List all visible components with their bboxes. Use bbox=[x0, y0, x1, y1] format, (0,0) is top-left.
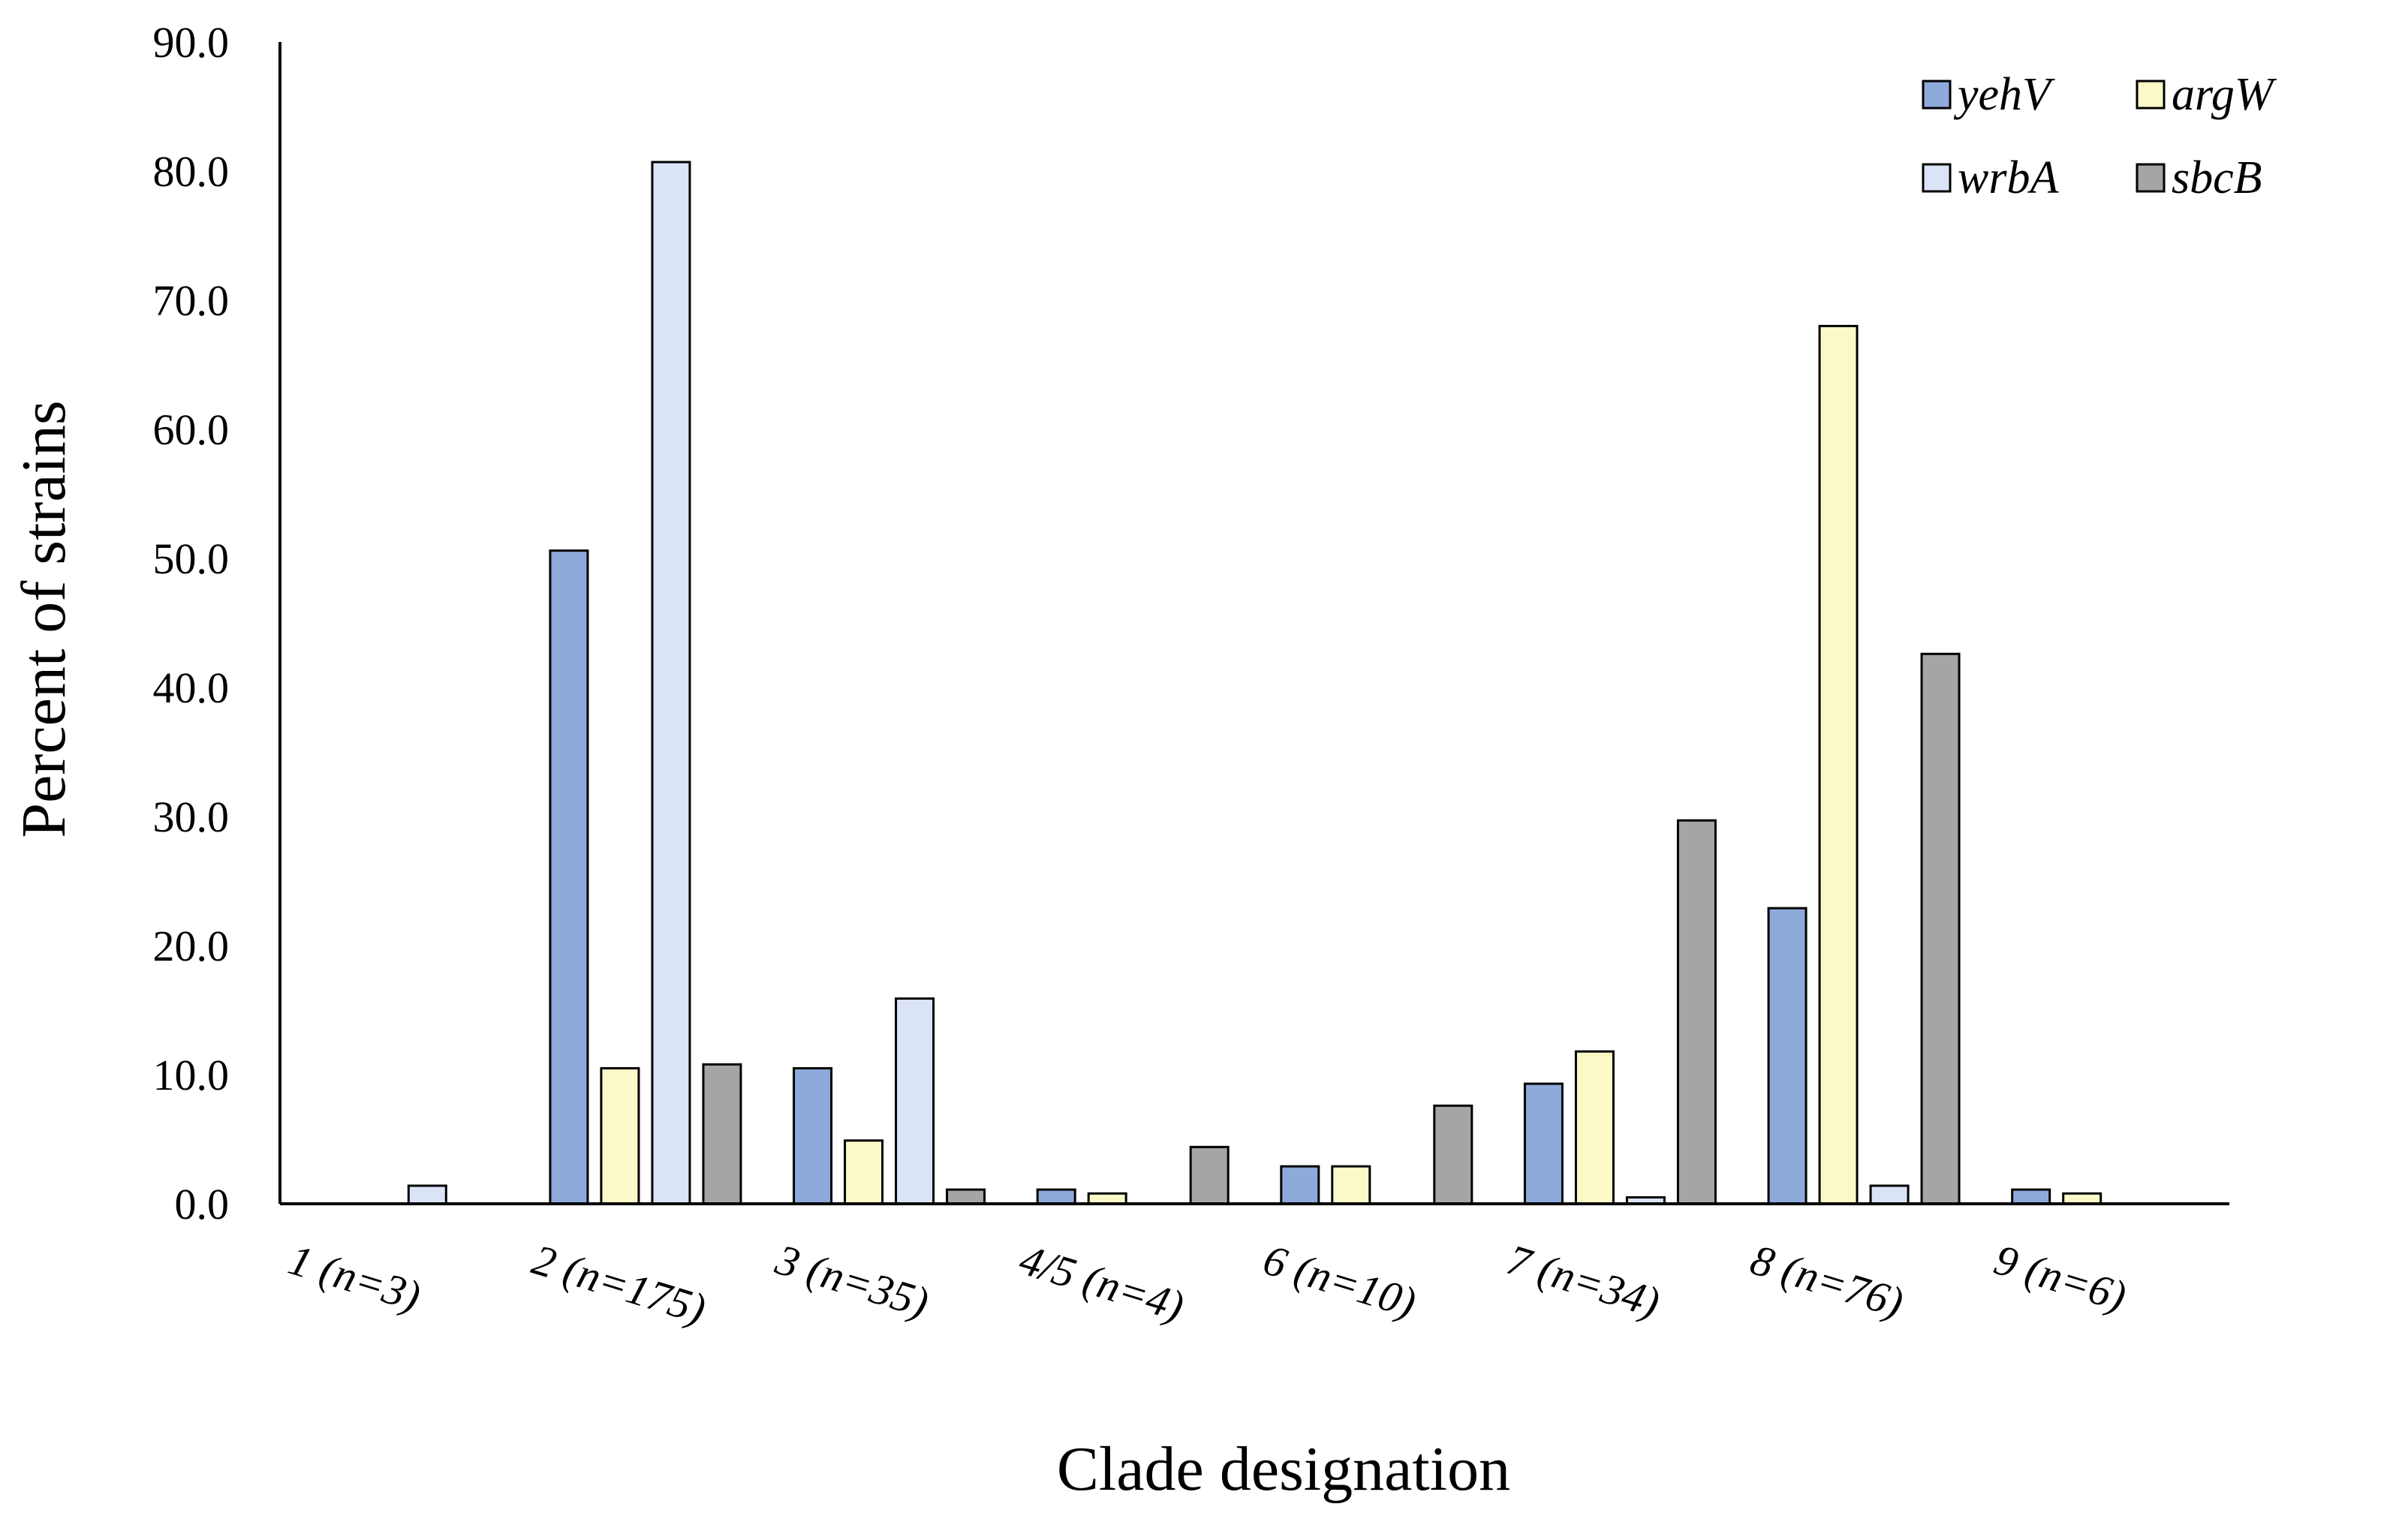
x-tick-label: 9 (n=6) bbox=[1989, 1235, 2132, 1321]
bar-yehV-2 bbox=[549, 549, 589, 1205]
legend-label-argW: argW bbox=[2172, 69, 2277, 120]
x-tick-label: 6 (n=10) bbox=[1258, 1235, 1422, 1327]
bar-argW-5 bbox=[1331, 1165, 1371, 1205]
legend-label-wrbA: wrbA bbox=[1958, 152, 2059, 203]
bar-yehV-6 bbox=[1523, 1082, 1564, 1205]
bar-argW-3 bbox=[844, 1139, 884, 1205]
y-tick-label: 90.0 bbox=[153, 18, 230, 67]
y-tick-label: 50.0 bbox=[153, 534, 230, 583]
bar-argW-4 bbox=[1087, 1192, 1127, 1205]
bar-yehV-3 bbox=[793, 1066, 833, 1205]
bar-wrbA-2 bbox=[651, 161, 691, 1205]
bar-sbcB-5 bbox=[1433, 1104, 1473, 1205]
x-tick-label: 1 (n=3) bbox=[283, 1235, 426, 1321]
bar-sbcB-4 bbox=[1189, 1145, 1230, 1205]
legend-label-yehV: yehV bbox=[1953, 69, 2055, 120]
x-tick-labels: 1 (n=3) 2 (n=175) 3 (n=35) 4/5 (n=4) 6 (n=10… bbox=[283, 1235, 2132, 1334]
bars-layer bbox=[407, 161, 2102, 1205]
bar-sbcB-7 bbox=[1920, 652, 1961, 1205]
x-axis-title: Clade designation bbox=[1057, 1434, 1510, 1504]
y-tick-label: 60.0 bbox=[153, 405, 230, 454]
x-tick-label: 7 (n=34) bbox=[1501, 1235, 1665, 1327]
legend-swatch-sbcB bbox=[2136, 163, 2166, 193]
bar-argW-8 bbox=[2062, 1192, 2102, 1205]
bar-wrbA-7 bbox=[1869, 1184, 1910, 1205]
bar-yehV-8 bbox=[2011, 1188, 2051, 1205]
bar-sbcB-6 bbox=[1676, 819, 1717, 1205]
legend: yehV argW wrbA sbcB bbox=[1922, 69, 2277, 203]
y-tick-label: 30.0 bbox=[153, 793, 230, 841]
x-tick-label: 4/5 (n=4) bbox=[1014, 1235, 1190, 1331]
bar-argW-6 bbox=[1574, 1050, 1615, 1205]
y-tick-label: 20.0 bbox=[153, 922, 230, 970]
y-tick-label: 0.0 bbox=[175, 1180, 230, 1229]
bar-wrbA-3 bbox=[895, 997, 935, 1205]
bar-yehV-5 bbox=[1280, 1165, 1320, 1205]
bar-yehV-4 bbox=[1036, 1188, 1076, 1205]
legend-swatch-yehV bbox=[1922, 80, 1952, 110]
bar-sbcB-2 bbox=[702, 1063, 742, 1205]
y-axis-title: Percent of strains bbox=[9, 400, 79, 838]
bar-yehV-7 bbox=[1767, 907, 1808, 1205]
bar-argW-2 bbox=[600, 1066, 640, 1205]
bar-sbcB-3 bbox=[946, 1188, 986, 1205]
legend-label-sbcB: sbcB bbox=[2172, 152, 2262, 203]
legend-swatch-argW bbox=[2136, 80, 2166, 110]
legend-swatch-wrbA bbox=[1922, 163, 1952, 193]
x-tick-label: 2 (n=175) bbox=[527, 1235, 712, 1334]
y-tick-label: 10.0 bbox=[153, 1051, 230, 1099]
bar-argW-7 bbox=[1818, 324, 1859, 1205]
x-tick-label: 8 (n=76) bbox=[1745, 1235, 1909, 1327]
y-tick-label: 40.0 bbox=[153, 663, 230, 712]
y-tick-label: 80.0 bbox=[153, 147, 230, 196]
x-tick-label: 3 (n=35) bbox=[769, 1235, 934, 1327]
y-tick-labels: 0.0 10.0 20.0 30.0 40.0 50.0 60.0 70.0 80.0 90.0 bbox=[153, 18, 230, 1229]
bar-wrbA-1 bbox=[407, 1184, 447, 1205]
y-tick-label: 70.0 bbox=[153, 276, 230, 325]
